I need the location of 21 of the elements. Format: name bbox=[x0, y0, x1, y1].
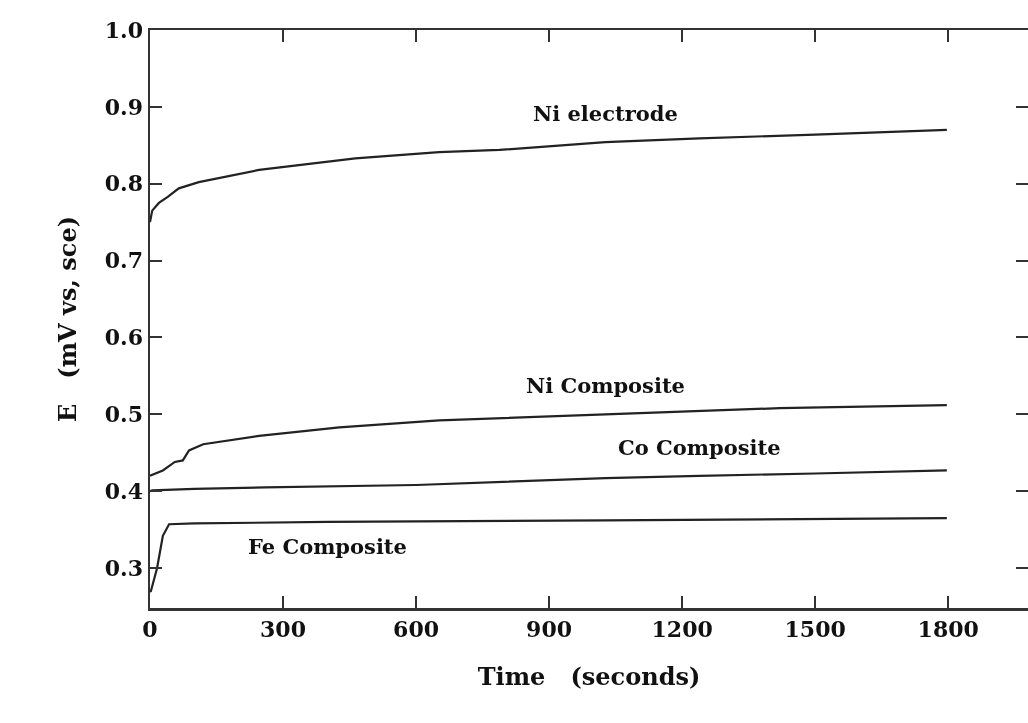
y-tick-label: 0.6 bbox=[104, 324, 144, 351]
series-label: Ni electrode bbox=[533, 101, 678, 126]
x-tick-label: 1200 bbox=[651, 615, 713, 642]
x-tick-label: 300 bbox=[260, 615, 306, 642]
y-tick-label: 0.5 bbox=[104, 401, 144, 428]
x-tick-label: 900 bbox=[526, 615, 573, 642]
x-axis-title: Time (seconds) bbox=[477, 662, 701, 692]
y-tick-label: 0.3 bbox=[104, 554, 144, 581]
x-tick-label: 1800 bbox=[917, 615, 979, 642]
series-label: Co Composite bbox=[618, 435, 781, 460]
series-label: Fe Composite bbox=[248, 534, 407, 559]
y-tick-label: 0.7 bbox=[104, 247, 144, 274]
y-tick-label: 1.0 bbox=[104, 16, 144, 43]
y-tick-label: 0.4 bbox=[104, 477, 144, 504]
series-label: Ni Composite bbox=[526, 373, 685, 398]
x-tick-label: 1500 bbox=[784, 615, 846, 642]
x-tick-label: 0 bbox=[142, 615, 158, 642]
y-tick-label: 0.8 bbox=[104, 170, 144, 197]
x-tick-label: 600 bbox=[393, 615, 440, 642]
y-axis-title: E (mV vs, sce) bbox=[52, 215, 82, 423]
y-tick-label: 0.9 bbox=[104, 93, 144, 120]
